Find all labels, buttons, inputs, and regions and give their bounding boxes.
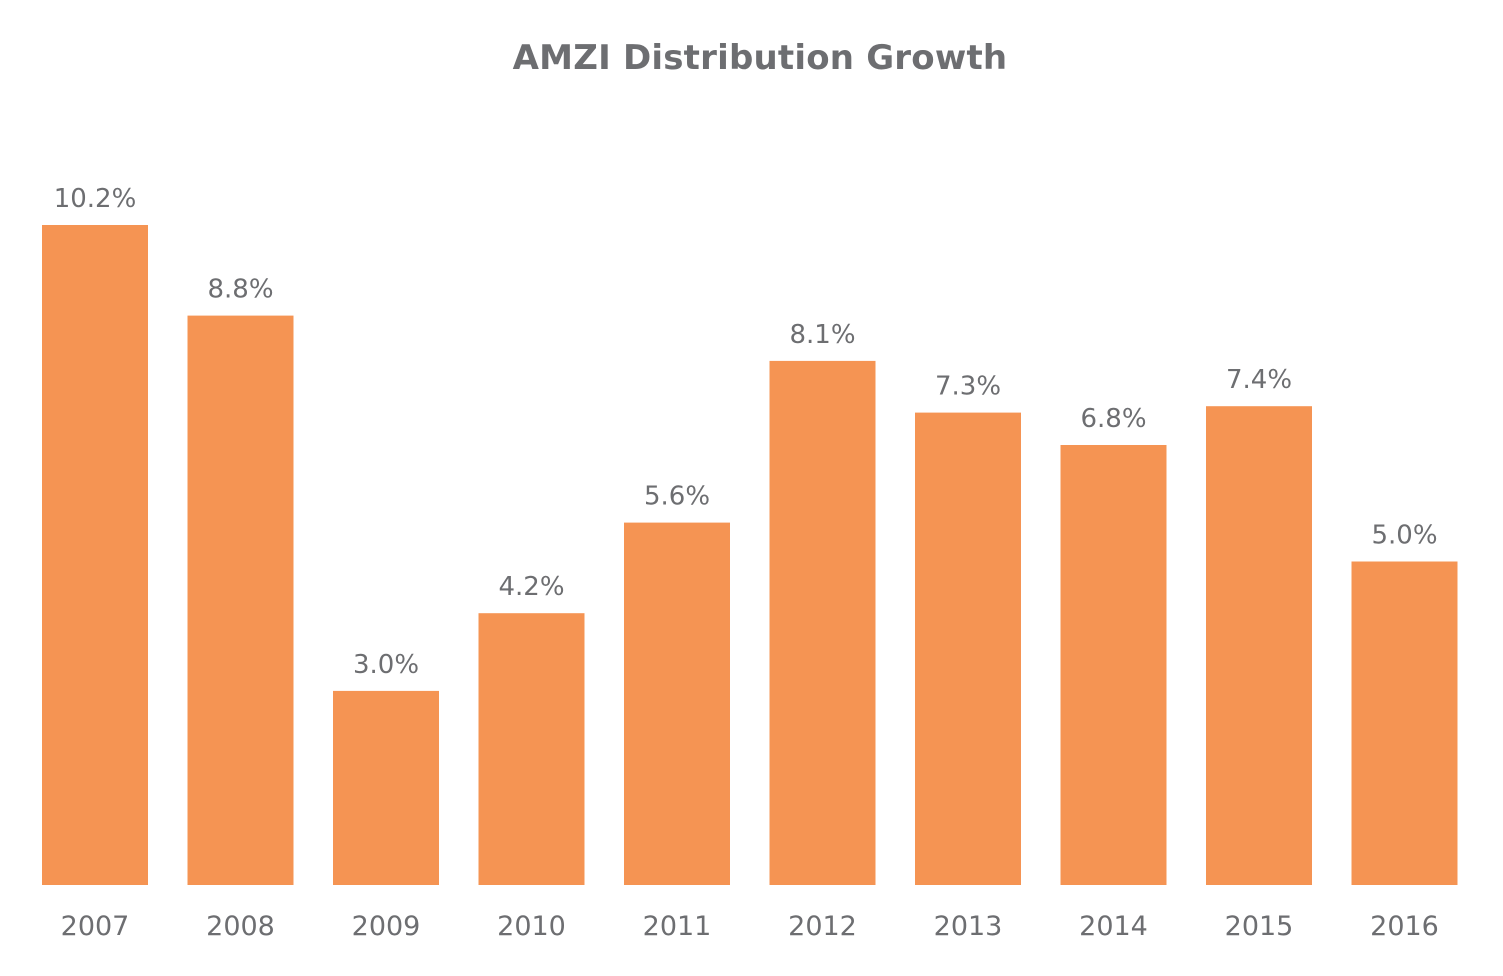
value-label-2009: 3.0%	[353, 650, 419, 680]
bar-2012	[769, 360, 876, 885]
x-tick-labels-layer: 2007 2008 2009 2010 2011 2012 2013 2014 2015 2016	[61, 911, 1439, 942]
value-label-2014: 6.8%	[1080, 404, 1146, 434]
x-tick-label-2009: 2009	[352, 911, 421, 942]
value-label-2007: 10.2%	[54, 184, 137, 214]
x-tick-label-2007: 2007	[61, 911, 130, 942]
value-label-2012: 8.1%	[789, 320, 855, 350]
bar-2011	[624, 522, 730, 885]
chart-title: AMZI Distribution Growth	[512, 38, 1008, 78]
bars-layer	[42, 225, 1458, 886]
x-tick-label-2008: 2008	[206, 911, 275, 942]
x-tick-label-2015: 2015	[1225, 911, 1294, 942]
value-label-2011: 5.6%	[644, 482, 710, 512]
value-label-2016: 5.0%	[1371, 521, 1437, 551]
x-tick-label-2011: 2011	[643, 911, 712, 942]
bar-2007	[42, 225, 148, 885]
value-label-2010: 4.2%	[498, 572, 564, 602]
bar-2009	[333, 690, 439, 885]
x-tick-label-2013: 2013	[934, 911, 1003, 942]
bar-2016	[1351, 561, 1458, 885]
x-tick-label-2014: 2014	[1079, 911, 1148, 942]
value-label-2015: 7.4%	[1226, 365, 1292, 395]
value-labels-layer: 10.2% 8.8% 3.0% 4.2% 5.6% 8.1% 7.3% 6.8% 7.4% 5.0…	[54, 184, 1438, 680]
x-tick-label-2016: 2016	[1370, 911, 1439, 942]
bar-2013	[915, 412, 1021, 885]
value-label-2013: 7.3%	[935, 372, 1001, 402]
value-label-2008: 8.8%	[207, 275, 273, 305]
bar-2015	[1206, 406, 1312, 885]
bar-2008	[187, 315, 294, 886]
bar-2014	[1060, 445, 1167, 885]
x-tick-label-2012: 2012	[788, 911, 857, 942]
bar-2010	[478, 613, 585, 885]
x-tick-label-2010: 2010	[497, 911, 566, 942]
